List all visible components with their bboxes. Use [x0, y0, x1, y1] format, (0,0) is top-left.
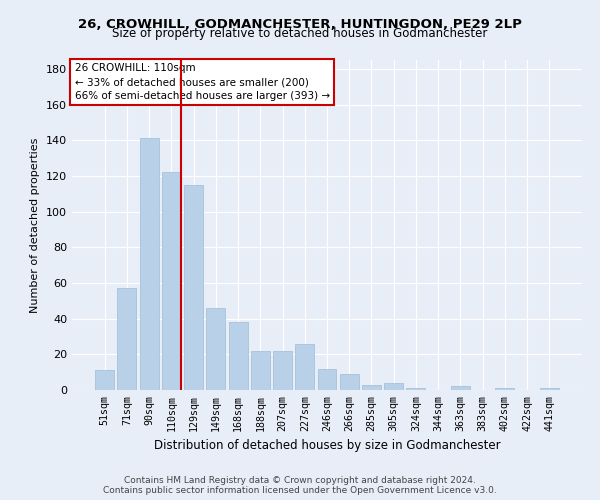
Bar [162, 172, 181, 390]
Bar [295, 344, 314, 390]
Bar [496, 388, 514, 390]
Text: 26, CROWHILL, GODMANCHESTER, HUNTINGDON, PE29 2LP: 26, CROWHILL, GODMANCHESTER, HUNTINGDON,… [78, 18, 522, 30]
Bar [384, 383, 403, 390]
Bar [95, 370, 114, 390]
Bar [317, 368, 337, 390]
Text: Contains HM Land Registry data © Crown copyright and database right 2024.
Contai: Contains HM Land Registry data © Crown c… [103, 476, 497, 495]
Bar [118, 288, 136, 390]
Bar [540, 388, 559, 390]
Bar [206, 308, 225, 390]
Bar [406, 388, 425, 390]
Text: Size of property relative to detached houses in Godmanchester: Size of property relative to detached ho… [112, 28, 488, 40]
X-axis label: Distribution of detached houses by size in Godmanchester: Distribution of detached houses by size … [154, 439, 500, 452]
Bar [251, 351, 270, 390]
Bar [184, 185, 203, 390]
Bar [229, 322, 248, 390]
Bar [362, 384, 381, 390]
Bar [140, 138, 158, 390]
Bar [273, 351, 292, 390]
Bar [451, 386, 470, 390]
Bar [340, 374, 359, 390]
Text: 26 CROWHILL: 110sqm
← 33% of detached houses are smaller (200)
66% of semi-detac: 26 CROWHILL: 110sqm ← 33% of detached ho… [74, 64, 329, 102]
Y-axis label: Number of detached properties: Number of detached properties [31, 138, 40, 312]
